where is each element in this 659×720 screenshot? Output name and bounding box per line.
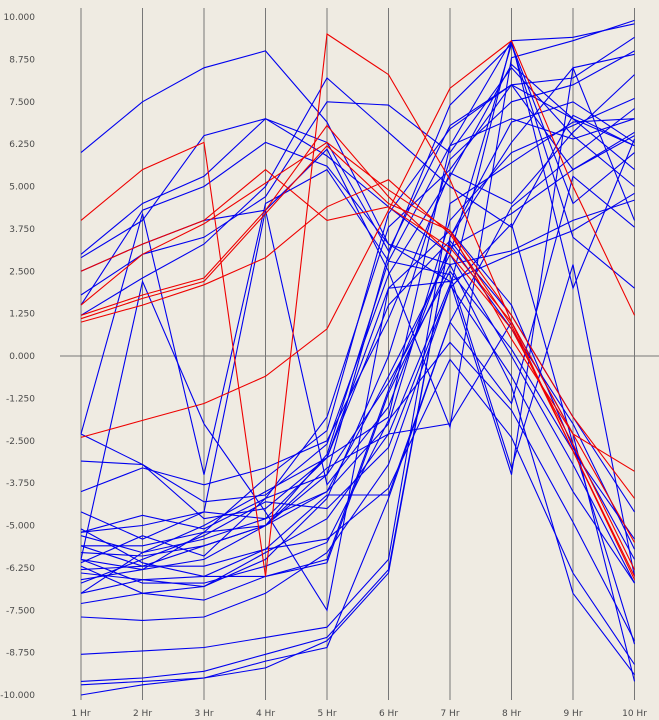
- blue-series-line: [80, 283, 635, 588]
- y-tick-label: 8.750: [9, 55, 35, 65]
- red-series-line: [80, 168, 635, 543]
- y-tick-label: 0.000: [9, 352, 35, 362]
- blue-series-line: [80, 74, 635, 493]
- blue-series-line: [80, 66, 635, 296]
- x-tick-label: 10 Hr: [622, 709, 647, 719]
- y-tick-label: -8.750: [6, 649, 35, 659]
- blue-series-line: [80, 53, 635, 682]
- blue-series-line: [80, 77, 635, 316]
- y-axis-ticks: 10.000 8.750 7.500 6.250 5.000 3.750 2.500 1.25…: [0, 13, 35, 701]
- y-tick-label: -2.500: [6, 437, 35, 447]
- y-tick-label: 5.000: [9, 183, 35, 193]
- y-tick-label: -10.000: [0, 691, 35, 701]
- blue-series-line: [80, 97, 635, 581]
- y-tick-label: 1.250: [9, 310, 35, 320]
- blue-series-line: [80, 40, 636, 621]
- y-tick-label: -3.750: [6, 479, 35, 489]
- y-tick-label: -1.250: [6, 394, 35, 404]
- blue-series-line: [80, 222, 636, 645]
- blue-series-line: [80, 23, 635, 520]
- red-series-line: [80, 39, 635, 438]
- x-tick-label: 7 Hr: [440, 709, 459, 719]
- blue-series-line: [80, 50, 635, 266]
- x-tick-label: 2 Hr: [133, 709, 152, 719]
- blue-series-line: [80, 253, 635, 584]
- blue-series-line: [80, 210, 635, 550]
- red-series-line: [80, 145, 635, 472]
- y-tick-label: 7.500: [9, 98, 35, 108]
- blue-series-line: [80, 43, 635, 571]
- blue-series-line: [80, 50, 635, 605]
- y-tick-label: -7.500: [6, 606, 35, 616]
- x-tick-label: 3 Hr: [194, 709, 213, 719]
- y-tick-label: 10.000: [4, 13, 36, 23]
- red-series-line: [80, 141, 635, 499]
- blue-series-line: [80, 175, 635, 696]
- blue-series-line: [80, 42, 635, 289]
- x-tick-label: 6 Hr: [379, 709, 398, 719]
- y-tick-label: 6.250: [9, 140, 35, 150]
- y-tick-label: 2.500: [9, 267, 35, 277]
- blue-series-line: [80, 65, 636, 612]
- series-lines: [80, 19, 636, 696]
- blue-series-line: [80, 131, 635, 601]
- y-tick-label: 3.750: [9, 225, 35, 235]
- y-tick-label: -5.000: [6, 522, 35, 532]
- x-tick-label: 5 Hr: [317, 709, 336, 719]
- x-tick-label: 8 Hr: [502, 709, 521, 719]
- blue-series-line: [80, 141, 635, 306]
- blue-series-line: [80, 118, 635, 655]
- blue-series-line: [80, 358, 635, 665]
- x-tick-label: 9 Hr: [563, 709, 582, 719]
- blue-series-line: [80, 101, 635, 686]
- x-tick-label: 1 Hr: [71, 709, 90, 719]
- x-tick-label: 4 Hr: [256, 709, 275, 719]
- red-series-line: [80, 179, 635, 577]
- x-axis-ticks: 1 Hr 2 Hr 3 Hr 4 Hr 5 Hr 6 Hr 7 Hr 8 Hr 9 Hr 10 H…: [71, 709, 647, 719]
- blue-series-line: [80, 108, 635, 594]
- y-tick-label: -6.250: [6, 564, 35, 574]
